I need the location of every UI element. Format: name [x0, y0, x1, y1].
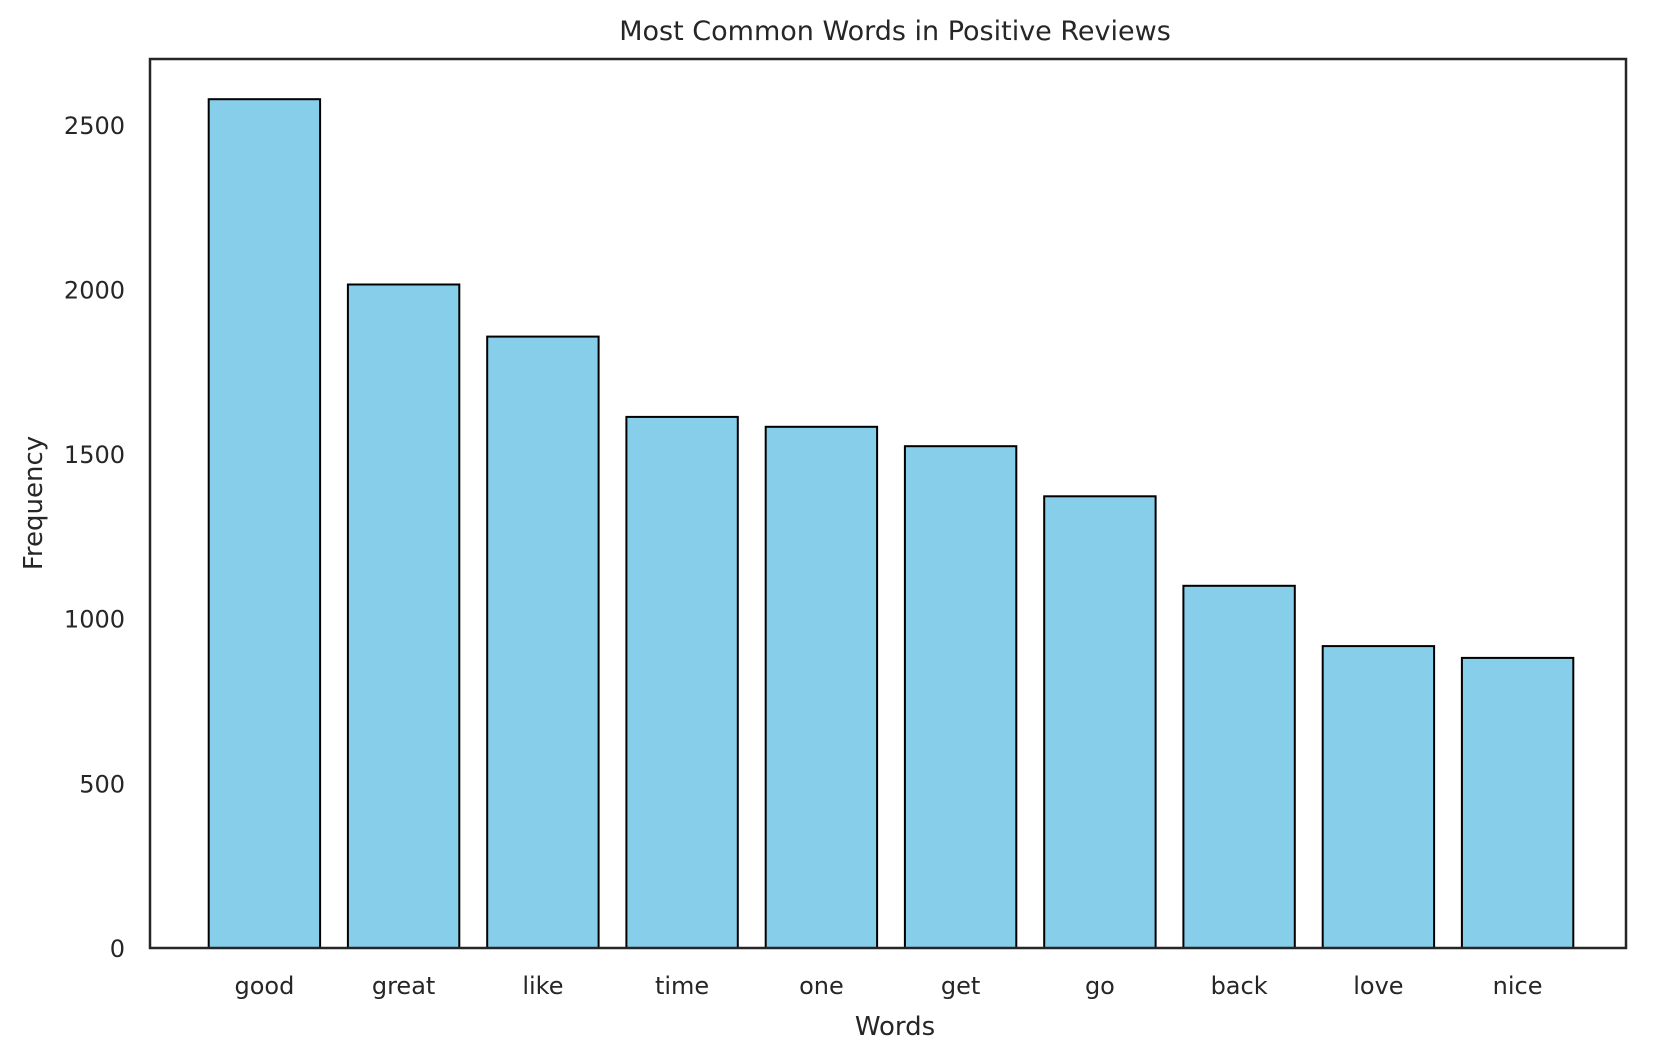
x-tick-label: one [799, 972, 844, 1000]
bar-great [346, 283, 461, 949]
x-tick-label: great [372, 972, 435, 1000]
bar-time [625, 415, 739, 949]
y-axis-title: Frequency [19, 436, 49, 570]
y-tick-label: 2000 [64, 277, 125, 305]
y-tick-label: 1500 [64, 441, 125, 469]
y-tick-label: 500 [79, 770, 125, 798]
y-tick-label: 1000 [64, 606, 125, 634]
x-tick-label: good [234, 972, 294, 1000]
bars-layer [207, 98, 1575, 950]
x-tick-label: go [1085, 972, 1115, 1000]
bar-love [1321, 645, 1436, 949]
bar-go [1043, 495, 1157, 949]
y-tick-label: 2500 [64, 112, 125, 140]
x-axis-title: Words [855, 1012, 935, 1042]
x-tick-label: time [655, 972, 709, 1000]
bar-get [903, 445, 1018, 949]
bar-back [1182, 584, 1296, 949]
axes-frame [148, 57, 1628, 950]
x-tick-label: like [522, 972, 563, 1000]
x-tick-label: love [1353, 972, 1403, 1000]
bar-nice [1460, 656, 1575, 950]
y-axis-ticks: 0 500 1000 1500 2000 2500 [64, 112, 125, 963]
x-tick-label: get [941, 972, 980, 1000]
x-tick-label: nice [1493, 972, 1543, 1000]
x-axis-ticks: good great like time one get go back love nice [234, 972, 1542, 1000]
bar-one [764, 425, 879, 949]
y-tick-label: 0 [110, 935, 125, 963]
chart-title: Most Common Words in Positive Reviews [619, 16, 1171, 47]
bar-good [207, 98, 322, 949]
x-tick-label: back [1211, 972, 1268, 1000]
bar-like [486, 335, 600, 950]
